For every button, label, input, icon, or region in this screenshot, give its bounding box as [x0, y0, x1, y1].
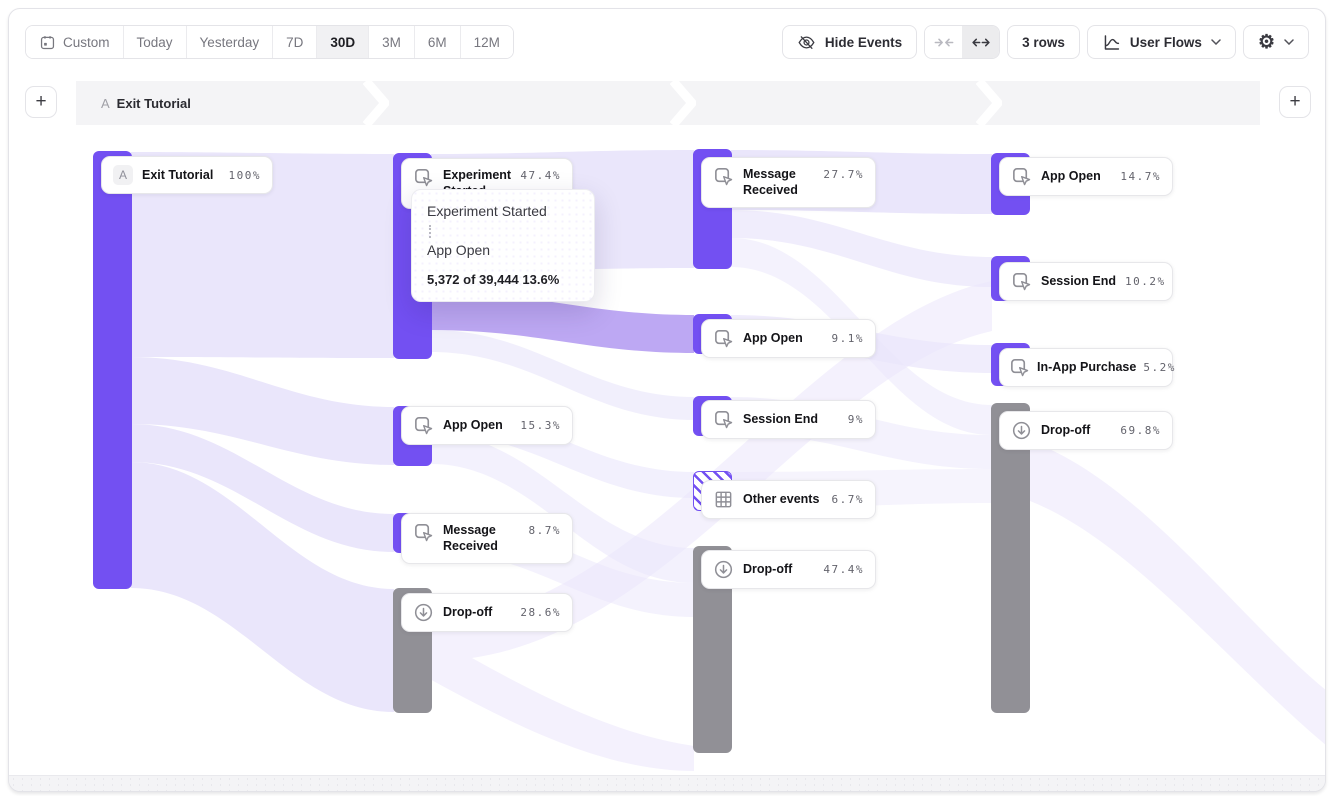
step-name: Exit Tutorial [116, 95, 191, 111]
add-step-button-left[interactable]: + [25, 86, 57, 118]
flow-node-message-received-3[interactable]: Message Received 27.7% [701, 157, 876, 208]
tooltip-stat: 5,372 of 39,444 13.6% [427, 272, 560, 287]
flows-chart-icon [1102, 33, 1121, 52]
user-flows-panel: Custom Today Yesterday 7D 30D 3M 6M 12M … [8, 8, 1326, 792]
chevron-down-icon [1284, 39, 1294, 45]
footer-strip [9, 775, 1325, 791]
date-range-segmented-control: Custom Today Yesterday 7D 30D 3M 6M 12M [25, 25, 514, 59]
flow-ribbons [131, 150, 1325, 771]
tooltip-to-event: App Open [427, 241, 491, 258]
step-label: A Exit Tutorial [101, 81, 191, 125]
date-range-custom-button[interactable]: Custom [26, 26, 123, 58]
date-range-today-button[interactable]: Today [122, 26, 186, 58]
collapse-columns-button[interactable] [925, 26, 963, 58]
step-header-band[interactable]: A Exit Tutorial [76, 81, 1260, 125]
hide-events-button[interactable]: Hide Events [781, 25, 918, 59]
flow-node-app-open-4[interactable]: App Open 14.7% [999, 157, 1173, 196]
chevron-down-icon [1211, 39, 1221, 45]
flow-tooltip: Experiment Started App Open 5,372 of 39,… [411, 189, 595, 302]
step-prefix: A [101, 95, 110, 111]
step-separator-chevron [363, 81, 389, 125]
settings-dropdown[interactable]: ⚙ [1242, 25, 1309, 59]
flow-node-drop-off-3[interactable]: Drop-off 47.4% [701, 550, 876, 589]
date-range-30d-button[interactable]: 30D [316, 26, 369, 58]
step-separator-chevron [976, 81, 1002, 125]
drop-off-icon [713, 559, 734, 580]
event-icon [413, 167, 434, 188]
flow-bar-exit-tutorial[interactable] [93, 151, 132, 589]
flow-link-experiment-started-app-open[interactable] [431, 292, 694, 353]
flow-node-session-end-4[interactable]: Session End 10.2% [999, 262, 1173, 301]
view-selector-dropdown[interactable]: User Flows [1086, 25, 1236, 59]
flow-node-message-received-2[interactable]: Message Received 8.7% [401, 513, 573, 564]
tooltip-from-event: Experiment Started [427, 203, 547, 219]
gear-icon: ⚙ [1257, 31, 1275, 53]
event-icon [1011, 271, 1032, 292]
flow-node-app-open-3[interactable]: App Open 9.1% [701, 319, 876, 358]
flow-node-app-open-2[interactable]: App Open 15.3% [401, 406, 573, 445]
event-icon [413, 522, 434, 543]
flow-node-in-app-purchase-4[interactable]: In-App Purchase 5.2% [999, 348, 1174, 387]
flow-node-session-end-3[interactable]: Session End 9% [701, 400, 876, 439]
flow-node-other-events-3[interactable]: Other events 6.7% [701, 480, 876, 519]
toolbar: Custom Today Yesterday 7D 30D 3M 6M 12M … [25, 25, 1309, 59]
tooltip-connector-dots [429, 224, 431, 238]
rows-count-button[interactable]: 3 rows [1007, 25, 1080, 59]
arrows-outward-icon [971, 36, 991, 49]
grid-icon [713, 489, 734, 510]
flow-node-drop-off-4[interactable]: Drop-off 69.8% [999, 411, 1173, 450]
event-icon [713, 409, 734, 430]
eye-off-icon [797, 33, 816, 52]
event-icon [713, 166, 734, 187]
column-width-segmented-control [924, 25, 1001, 59]
date-range-7d-button[interactable]: 7D [272, 26, 317, 58]
event-icon [1009, 357, 1030, 378]
drop-off-icon [413, 602, 434, 623]
calendar-icon [39, 34, 56, 51]
drop-off-icon [1011, 420, 1032, 441]
step-separator-chevron [670, 81, 696, 125]
toolbar-right: Hide Events [781, 25, 1309, 59]
event-icon [413, 415, 434, 436]
event-icon [1011, 166, 1032, 187]
date-range-3m-button[interactable]: 3M [368, 26, 414, 58]
date-range-label: Custom [63, 34, 110, 50]
flow-node-exit-tutorial[interactable]: A Exit Tutorial 100% [101, 156, 273, 194]
expand-columns-button[interactable] [962, 26, 1000, 58]
date-range-6m-button[interactable]: 6M [413, 26, 460, 58]
add-step-button-right[interactable]: + [1279, 86, 1311, 118]
date-range-12m-button[interactable]: 12M [459, 26, 513, 58]
arrows-inward-icon [934, 36, 954, 49]
flow-node-drop-off-2[interactable]: Drop-off 28.6% [401, 593, 573, 632]
step-a-badge: A [113, 165, 133, 185]
date-range-yesterday-button[interactable]: Yesterday [185, 26, 273, 58]
flow-bar-drop-off-4[interactable] [991, 403, 1030, 713]
event-icon [713, 328, 734, 349]
